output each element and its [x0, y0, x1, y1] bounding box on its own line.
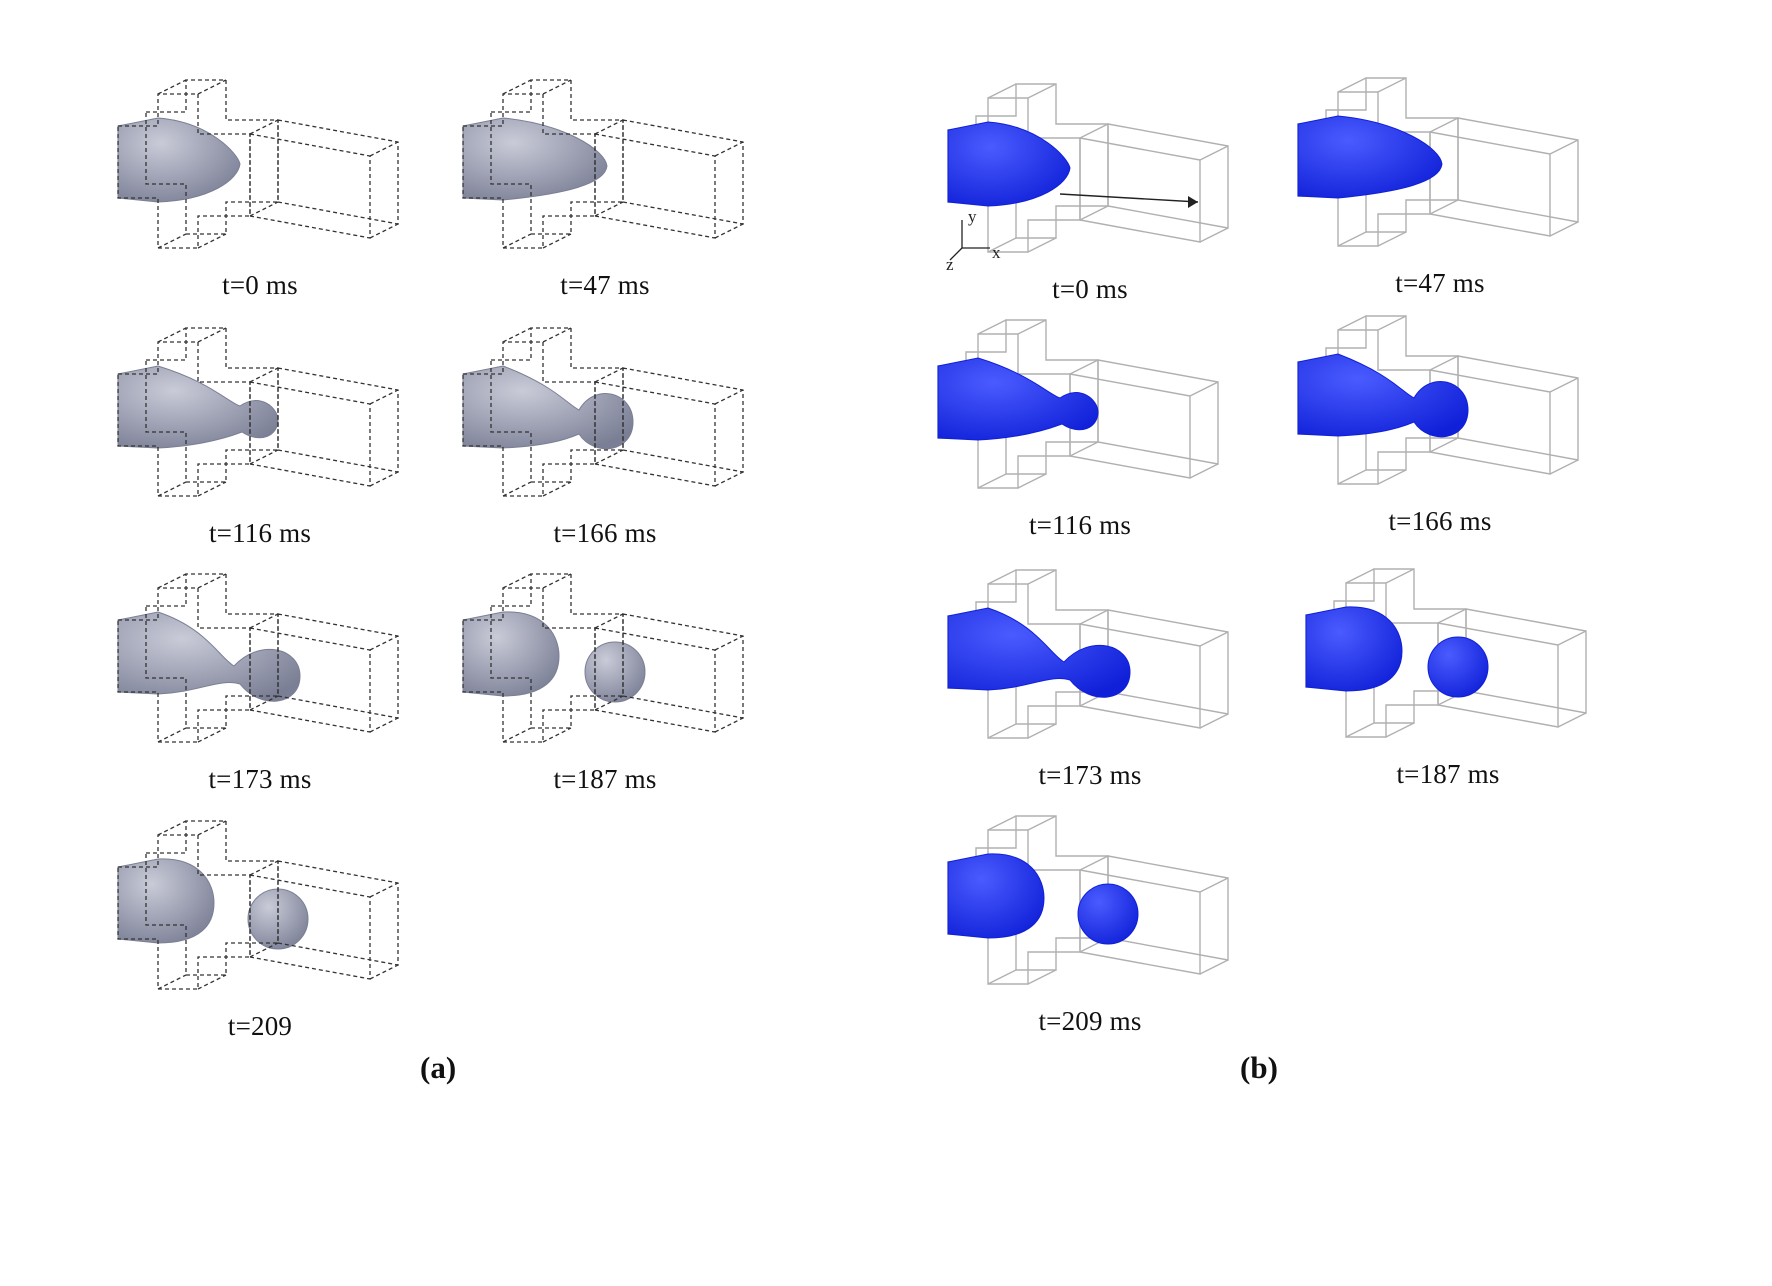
detached-droplet: [584, 641, 646, 703]
channel-wireframe: [462, 573, 744, 743]
dispersed-thread: [1305, 606, 1403, 692]
panel-a-frame-2-graphic: [462, 79, 744, 249]
droplet-phase: [937, 357, 1099, 441]
channel-wireframe: [462, 327, 744, 497]
panel-b-frame-3-time: t=116 ms: [1028, 510, 1132, 540]
droplet-phase: [462, 611, 646, 703]
panel-b-frame-3: t=116 ms: [930, 314, 1230, 544]
panel-b-frame-2-graphic: [1297, 77, 1579, 247]
droplet-phase: [947, 853, 1139, 945]
axis-x-label: x: [992, 243, 1001, 262]
panel-b-frame-5-graphic: [947, 569, 1229, 739]
dispersed-thread: [947, 853, 1045, 939]
dispersed-thread: [1297, 115, 1443, 199]
panel-a-frame-7: t=209: [110, 815, 410, 1045]
droplet-phase: [1305, 606, 1489, 698]
panel-b-frame-7-time: t=209 ms: [1038, 1006, 1142, 1036]
dispersed-thread: [1297, 353, 1469, 438]
panel-b-label: (b): [1240, 1050, 1278, 1085]
panel-a-frame-4-time: t=166 ms: [553, 518, 657, 548]
flow-arrowhead: [1188, 196, 1198, 208]
dispersed-thread: [117, 117, 241, 203]
panel-a-frame-1-graphic: [117, 79, 399, 249]
dispersed-thread: [937, 357, 1099, 441]
droplet-phase: [117, 365, 279, 449]
panel-b-frame-4-graphic: [1297, 315, 1579, 485]
panel-a-frame-5: t=173 ms: [110, 568, 410, 798]
detached-droplet: [1077, 883, 1139, 945]
panel-b-frame-6-time: t=187 ms: [1396, 759, 1500, 789]
panel-a-frame-7-graphic: [117, 820, 399, 990]
panel-b-frame-6: t=187 ms: [1298, 563, 1598, 793]
panel-b-frame-3-graphic: [937, 319, 1219, 489]
panel-a-frame-6-graphic: [462, 573, 744, 743]
dispersed-thread: [947, 121, 1071, 207]
panel-a-frame-3: t=116 ms: [110, 322, 410, 552]
channel-wireframe: [117, 573, 399, 743]
droplet-phase: [947, 121, 1071, 207]
panel-b-frame-5: t=173 ms: [940, 564, 1240, 794]
panel-a-frame-4: t=166 ms: [455, 322, 755, 552]
panel-a-frame-1-time: t=0 ms: [222, 270, 298, 300]
panel-a-frame-2-time: t=47 ms: [560, 270, 650, 300]
panel-b-frame-2-time: t=47 ms: [1395, 268, 1485, 298]
panel-b-frame-2: t=47 ms: [1290, 72, 1590, 302]
dispersed-thread: [117, 611, 301, 702]
dispersed-thread: [462, 365, 634, 450]
panel-a-frame-6: t=187 ms: [455, 568, 755, 798]
flow-arrow: [1059, 193, 1199, 203]
z-axis: [949, 247, 963, 261]
panel-a-frame-6-time: t=187 ms: [553, 764, 657, 794]
channel-wireframe: [117, 79, 399, 249]
dispersed-thread: [117, 858, 215, 944]
droplet-phase: [117, 611, 301, 702]
dispersed-thread: [462, 611, 560, 697]
panel-b-frame-4: t=166 ms: [1290, 310, 1590, 540]
panel-b-frame-4-time: t=166 ms: [1388, 506, 1492, 536]
coordinate-axes: [949, 220, 990, 261]
panel-a-frame-3-graphic: [117, 327, 399, 497]
panel-a-frame-2: t=47 ms: [455, 74, 755, 304]
panel-a-frame-5-graphic: [117, 573, 399, 743]
panel-b-frame-1-graphic: yx z: [946, 83, 1229, 274]
axis-z-label: z: [946, 255, 954, 274]
panel-a-frame-4-graphic: [462, 327, 744, 497]
dispersed-thread: [462, 117, 608, 201]
droplet-phase: [117, 117, 241, 203]
panel-b-frame-1-time: t=0 ms: [1052, 274, 1128, 304]
dispersed-thread: [947, 607, 1131, 698]
axis-y-label: y: [968, 207, 977, 226]
panel-b-frame-7-graphic: [947, 815, 1229, 985]
droplet-phase: [462, 365, 634, 450]
panel-a-label: (a): [420, 1050, 457, 1085]
channel-wireframe: [462, 79, 744, 249]
panel-a-frame-7-time: t=209: [227, 1011, 293, 1041]
panel-a-frame-1: t=0 ms: [110, 74, 410, 304]
panel-a-frame-3-time: t=116 ms: [208, 518, 312, 548]
channel-wireframe: [117, 820, 399, 990]
droplet-phase: [1297, 353, 1469, 438]
panel-b-frame-6-graphic: [1305, 568, 1587, 738]
channel-wireframe: [947, 83, 1229, 253]
channel-wireframe: [117, 327, 399, 497]
panel-b-frame-7: t=209 ms: [940, 810, 1240, 1040]
panel-b-frame-5-time: t=173 ms: [1038, 760, 1142, 790]
droplet-phase: [1297, 115, 1443, 199]
dispersed-thread: [117, 365, 279, 449]
droplet-phase: [947, 607, 1131, 698]
detached-droplet: [1427, 636, 1489, 698]
panel-a-frame-5-time: t=173 ms: [208, 764, 312, 794]
droplet-phase: [462, 117, 608, 201]
